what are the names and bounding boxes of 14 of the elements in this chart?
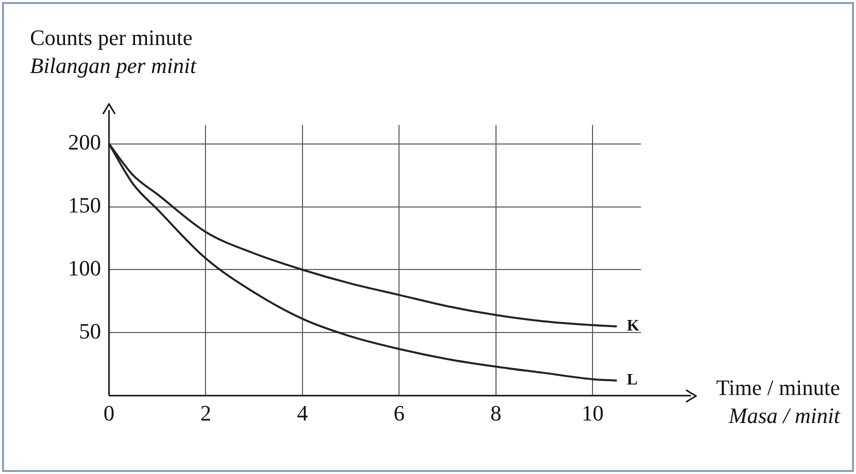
y-tick-label: 150 [68,192,101,218]
x-tick-label: 6 [394,400,405,426]
y-tick-label: 200 [68,130,101,155]
y-axis-title: Counts per minute Bilangan per minit [30,24,196,80]
annotation: L [626,372,638,389]
x-tick-label: 0 [104,400,114,426]
x-tick-label: 10 [582,400,604,426]
x-axis-title: Time / minute Masa / minit [716,374,840,430]
y-tick-label: 100 [68,256,101,281]
x-tick-label: 4 [296,400,308,426]
x-tick-label: 2 [200,400,212,426]
y-tick-label: 50 [79,318,101,344]
x-tick-label: 8 [490,400,502,426]
annotation: K [626,318,640,335]
